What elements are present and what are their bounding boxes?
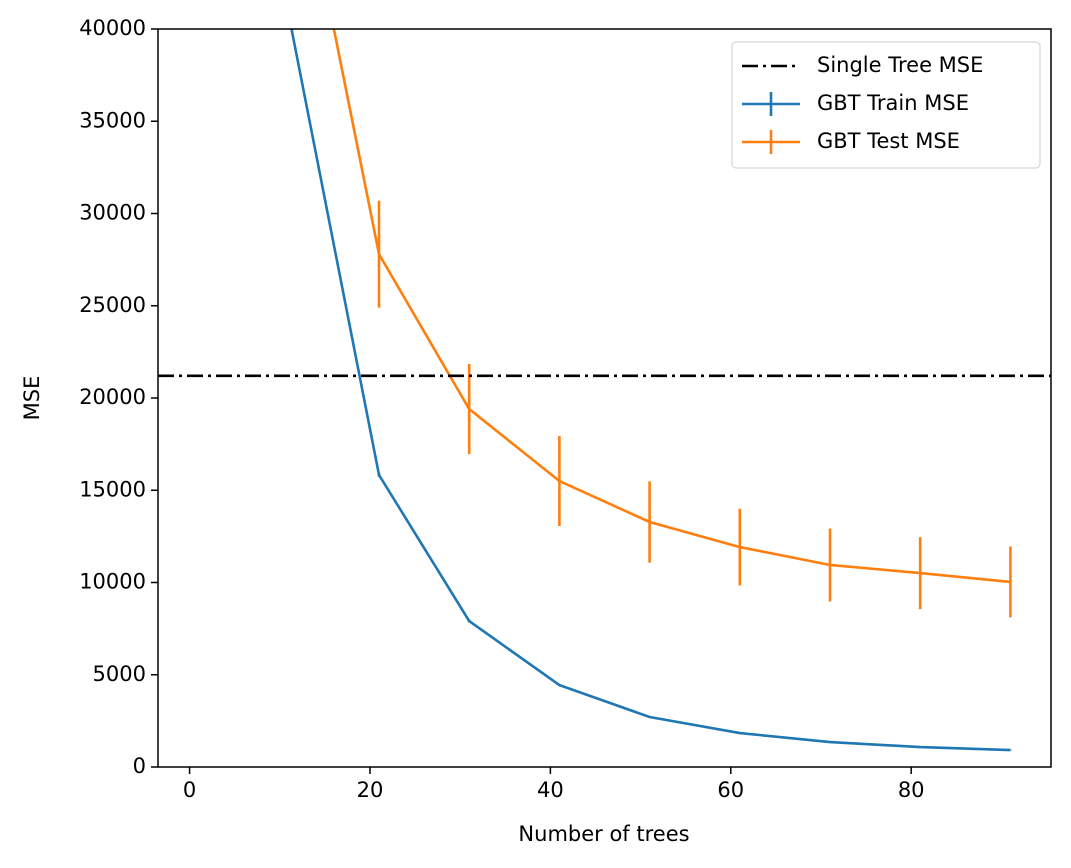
legend-label: GBT Test MSE bbox=[817, 129, 960, 153]
x-axis-label: Number of trees bbox=[518, 822, 689, 846]
y-tick-label: 20000 bbox=[79, 385, 146, 409]
y-tick-label: 30000 bbox=[79, 201, 146, 225]
y-axis-label: MSE bbox=[20, 376, 44, 421]
y-tick-label: 0 bbox=[133, 754, 146, 778]
legend-label: Single Tree MSE bbox=[817, 53, 983, 77]
y-tick-label: 40000 bbox=[79, 16, 146, 40]
series-line bbox=[332, 29, 1011, 584]
y-tick-label: 5000 bbox=[93, 662, 146, 686]
legend-label: GBT Train MSE bbox=[817, 91, 969, 115]
y-tick-label: 25000 bbox=[79, 293, 146, 317]
x-tick-label: 0 bbox=[183, 778, 196, 802]
y-tick-label: 10000 bbox=[79, 570, 146, 594]
y-tick-label: 35000 bbox=[79, 108, 146, 132]
x-tick-label: 80 bbox=[898, 778, 925, 802]
legend-box bbox=[731, 41, 1041, 169]
plot-area bbox=[158, 29, 1051, 752]
x-tick-label: 20 bbox=[357, 778, 384, 802]
series-line bbox=[290, 29, 1011, 752]
y-tick-label: 15000 bbox=[79, 477, 146, 501]
x-tick-label: 60 bbox=[717, 778, 744, 802]
legend: Single Tree MSE GBT Train MSE GBT Test MSE bbox=[731, 41, 1041, 169]
x-tick-label: 40 bbox=[537, 778, 564, 802]
